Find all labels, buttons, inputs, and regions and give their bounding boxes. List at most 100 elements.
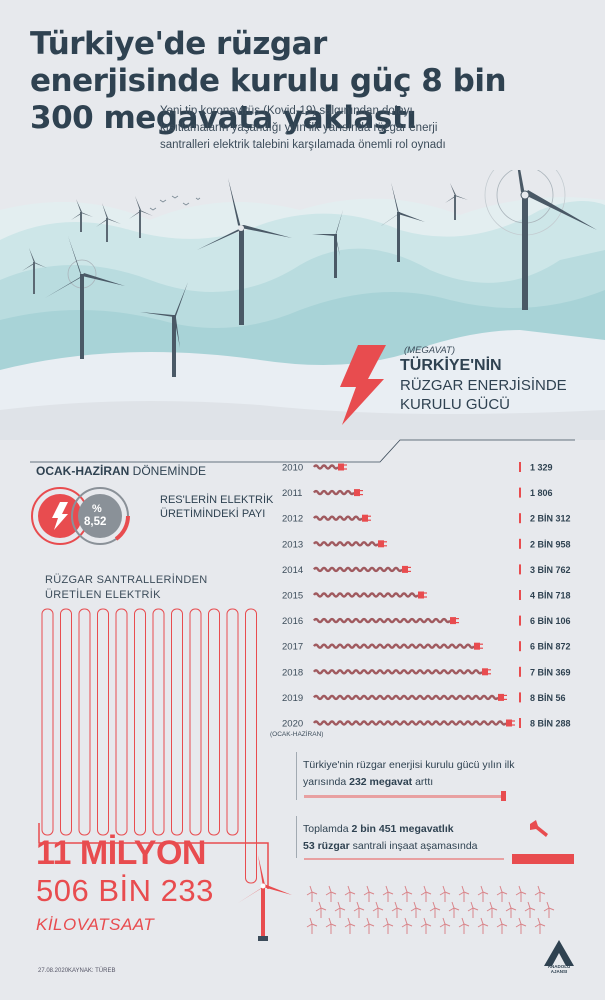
mini-turbine-icon [458, 885, 470, 902]
year-label: 2014 [282, 565, 303, 576]
page-subtitle: Yeni tip koronavirüs (Kovid-19) salgının… [160, 105, 446, 151]
wind-turbine-icon [140, 282, 188, 377]
mini-turbine-icon [401, 885, 413, 902]
value-label: 6 BİN 872 [530, 642, 571, 652]
mini-turbine-icon [420, 917, 432, 934]
plug-icon [450, 617, 459, 625]
footer-date: 27.08.2020 [38, 968, 69, 974]
production-tube [189, 608, 202, 836]
lightning-bolt-icon [340, 345, 386, 425]
value-tick [519, 666, 521, 677]
note1-bar [296, 752, 506, 801]
mini-turbine-icon [391, 901, 403, 918]
mini-turbine-icon [477, 917, 489, 934]
percent-value: 8,52 [84, 516, 107, 528]
production-tube [171, 608, 183, 836]
percent-sign: % [92, 503, 102, 515]
mini-turbine-icon [344, 917, 356, 934]
mini-turbine-icon [382, 885, 394, 902]
mini-turbine-icon [401, 917, 413, 934]
installed-capacity-chart: 2010 1 329 2011 1 806 2012 2 BİN 312 2013 2 BİN… [282, 462, 571, 730]
production-total-line2: 506 BİN 233 [36, 873, 214, 908]
production-tube [134, 608, 146, 836]
anadolu-agency-logo-icon [544, 940, 574, 966]
plug-icon [354, 489, 363, 497]
production-tube [60, 608, 72, 836]
page-title: Türkiye'de rüzgar enerjisinde kurulu güç… [30, 26, 507, 136]
period-label: OCAK-HAZİRAN DÖNEMİNDE [36, 464, 207, 478]
mini-turbine-icon [315, 901, 327, 918]
year-label: 2017 [282, 642, 303, 653]
mini-turbine-icon [439, 885, 451, 902]
production-unit: KİLOVATSAAT [36, 915, 155, 934]
production-tube [115, 608, 128, 836]
lightning-bolt-icon [52, 502, 68, 530]
wind-turbine-icon [470, 170, 597, 310]
chart-unit: (MEGAVAT) [404, 345, 456, 356]
value-label: 2 BİN 958 [530, 539, 571, 549]
mini-turbine-icon [372, 901, 384, 918]
capacity-bar [313, 541, 379, 547]
production-tube [41, 608, 54, 836]
bird-flock-icon [149, 195, 201, 211]
production-label: RÜZGAR SANTRALLERİNDEN ÜRETİLEN ELEKTRİK [45, 574, 208, 601]
production-tube [152, 608, 165, 836]
value-tick [519, 538, 521, 549]
mini-turbine-icon [439, 917, 451, 934]
year-label: 2019 [282, 693, 303, 704]
capacity-bar [313, 592, 419, 598]
mini-turbine-icon [325, 917, 337, 934]
value-tick [519, 718, 521, 728]
year-label: 2018 [282, 667, 303, 678]
wind-turbine-plug-icon [238, 855, 292, 941]
capacity-bar [313, 515, 363, 521]
value-tick [519, 692, 521, 703]
mini-turbine-icon [505, 901, 517, 918]
footer-source: KAYNAK: TÜREB [68, 968, 116, 974]
note-capacity-increase: Türkiye'nin rüzgar enerjisi kurulu gücü … [303, 759, 515, 788]
mini-turbine-icon [524, 901, 536, 918]
wind-turbine-icon [197, 178, 292, 325]
mini-turbine-icon [334, 901, 346, 918]
chart-title: TÜRKİYE'NİN [400, 357, 502, 374]
chart-title-sub: RÜZGAR ENERJİSİNDE KURULU GÜCÜ [400, 377, 567, 413]
capacity-bar [313, 669, 483, 675]
mini-turbine-icon [496, 917, 508, 934]
plug-icon [338, 463, 347, 471]
production-tube [78, 608, 91, 836]
mini-turbine-icon [306, 885, 318, 902]
mini-turbine-icon [534, 917, 546, 934]
share-gauge [31, 487, 131, 545]
plug-icon [418, 591, 427, 599]
production-tube [208, 608, 220, 836]
mini-turbine-icon [448, 901, 460, 918]
plug-icon [498, 693, 507, 701]
production-tube [97, 608, 109, 836]
wrench-icon [530, 820, 548, 837]
note-under-construction: Toplamda 2 bin 451 megavatlık 53 rüzgar s… [303, 823, 478, 852]
value-tick [519, 462, 521, 472]
mini-turbine-icon [477, 885, 489, 902]
capacity-bar [313, 643, 475, 649]
wind-turbine-icon [22, 183, 468, 294]
value-label: 1 806 [530, 488, 553, 498]
plug-icon [362, 514, 371, 522]
logo-text: ANADOLU AJANSI [547, 964, 571, 974]
capacity-bar [313, 617, 451, 624]
mini-turbine-icon [543, 901, 555, 918]
year-label: 2015 [282, 591, 303, 602]
value-tick [519, 615, 521, 626]
value-tick [519, 564, 521, 575]
year-label: 2010 [282, 463, 303, 474]
mini-turbine-icon [429, 901, 441, 918]
value-tick [519, 513, 521, 524]
value-label: 2 BİN 312 [530, 514, 571, 524]
plug-icon [402, 565, 411, 573]
mini-turbine-icon [363, 917, 375, 934]
year-label: 2011 [282, 488, 302, 499]
value-label: 1 329 [530, 463, 553, 473]
mini-turbine-icon [515, 917, 527, 934]
production-tube [226, 608, 239, 836]
capacity-bar [313, 489, 355, 496]
capacity-bar [313, 720, 507, 726]
